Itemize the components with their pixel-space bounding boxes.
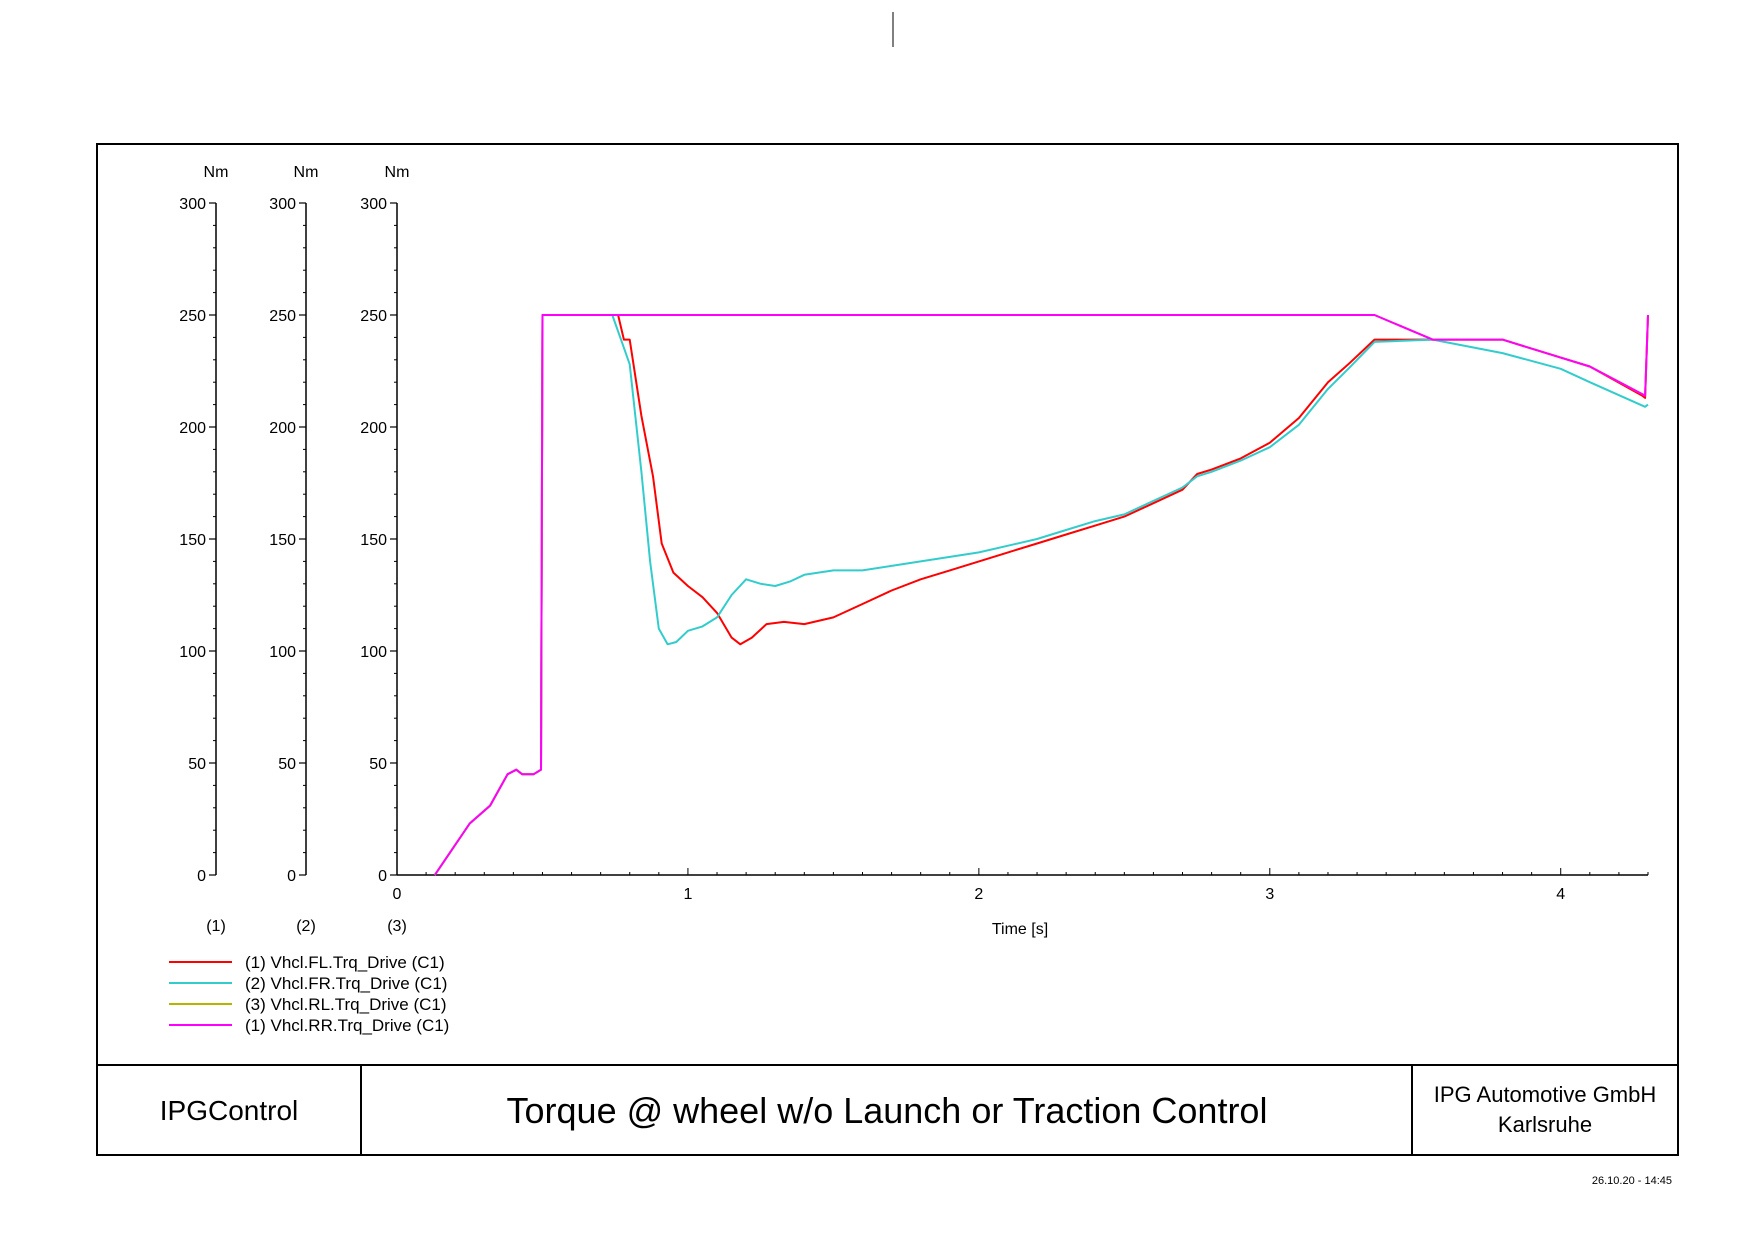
series-line-3 — [433, 314, 1649, 876]
y-axis-unit: Nm — [204, 164, 229, 181]
y-axis-unit: Nm — [385, 164, 410, 181]
y-axis-index-label: (2) — [296, 918, 316, 935]
x-tick-label: 1 — [683, 886, 692, 903]
x-tick-label: 2 — [974, 886, 983, 903]
legend-label-4: (1) Vhcl.RR.Trq_Drive (C1) — [245, 1016, 449, 1035]
y-tick-label: 300 — [360, 196, 387, 213]
y-tick-label: 100 — [269, 644, 296, 661]
y-tick-label: 300 — [269, 196, 296, 213]
legend-label-2: (2) Vhcl.FR.Trq_Drive (C1) — [245, 974, 447, 993]
series-line-2 — [433, 314, 1649, 876]
y-tick-label: 0 — [378, 868, 387, 885]
y-tick-label: 50 — [369, 756, 387, 773]
x-tick-label: 4 — [1556, 886, 1565, 903]
y-axis-index-label: (1) — [206, 918, 226, 935]
footer-company-city: Karlsruhe — [1498, 1112, 1592, 1137]
footer-app-name: IPGControl — [160, 1095, 299, 1126]
footer-company-name: IPG Automotive GmbH — [1434, 1082, 1657, 1107]
legend-label-1: (1) Vhcl.FL.Trq_Drive (C1) — [245, 953, 445, 972]
y-tick-label: 250 — [360, 308, 387, 325]
y-axis-index-label: (3) — [387, 918, 407, 935]
y-tick-label: 150 — [360, 532, 387, 549]
series-group — [433, 314, 1649, 876]
y-tick-label: 100 — [360, 644, 387, 661]
y-tick-label: 200 — [360, 420, 387, 437]
x-tick-label: 0 — [393, 886, 402, 903]
y-tick-label: 300 — [179, 196, 206, 213]
y-tick-label: 100 — [179, 644, 206, 661]
x-tick-label: 3 — [1265, 886, 1274, 903]
footer-chart-title: Torque @ wheel w/o Launch or Traction Co… — [507, 1090, 1268, 1131]
plot-frame — [96, 143, 1679, 1156]
y-tick-label: 0 — [197, 868, 206, 885]
y-tick-label: 50 — [188, 756, 206, 773]
y-tick-label: 0 — [287, 868, 296, 885]
y-tick-label: 150 — [269, 532, 296, 549]
x-axis-label: Time [s] — [992, 921, 1048, 938]
y-axis-unit: Nm — [294, 164, 319, 181]
print-timestamp: 26.10.20 - 14:45 — [1592, 1175, 1672, 1187]
series-line-1 — [433, 314, 1649, 876]
legend-label-3: (3) Vhcl.RL.Trq_Drive (C1) — [245, 995, 447, 1014]
y-tick-label: 150 — [179, 532, 206, 549]
y-tick-label: 250 — [269, 308, 296, 325]
series-line-4 — [433, 314, 1649, 876]
y-tick-label: 200 — [269, 420, 296, 437]
axes-group: 050100150200250300Nm(1)05010015020025030… — [179, 164, 1649, 938]
y-tick-label: 200 — [179, 420, 206, 437]
y-tick-label: 250 — [179, 308, 206, 325]
y-tick-label: 50 — [278, 756, 296, 773]
legend: (1) Vhcl.FL.Trq_Drive (C1) (2) Vhcl.FR.Tr… — [169, 953, 449, 1035]
